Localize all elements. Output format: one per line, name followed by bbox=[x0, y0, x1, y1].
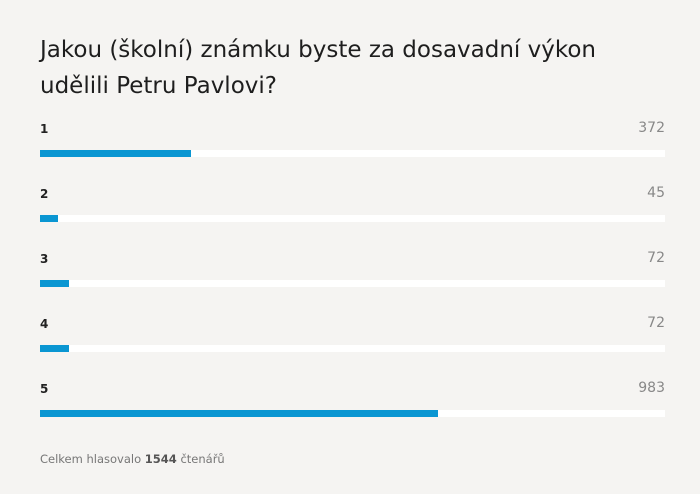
vote-count: 983 bbox=[638, 380, 665, 396]
vote-count: 72 bbox=[647, 315, 665, 331]
poll-rows: 1 372 2 45 3 72 4 72 5 983 bbox=[40, 120, 665, 445]
poll-row: 1 372 bbox=[40, 120, 665, 185]
poll-row: 4 72 bbox=[40, 315, 665, 380]
bar bbox=[40, 345, 70, 352]
poll-row: 5 983 bbox=[40, 380, 665, 445]
bar-track bbox=[40, 280, 665, 287]
option-label: 1 bbox=[40, 122, 49, 136]
bar bbox=[40, 150, 191, 157]
vote-count: 372 bbox=[638, 120, 665, 136]
poll-row: 2 45 bbox=[40, 185, 665, 250]
poll-footer: Celkem hlasovalo 1544 čtenářů bbox=[40, 452, 225, 466]
bar bbox=[40, 280, 70, 287]
footer-prefix: Celkem hlasovalo bbox=[40, 452, 142, 466]
option-label: 4 bbox=[40, 317, 49, 331]
bar-track bbox=[40, 345, 665, 352]
option-label: 5 bbox=[40, 382, 49, 396]
bar-track bbox=[40, 150, 665, 157]
poll-title: Jakou (školní) známku byste za dosavadní… bbox=[40, 37, 597, 99]
bar bbox=[40, 215, 59, 222]
option-label: 3 bbox=[40, 252, 49, 266]
bar-track bbox=[40, 215, 665, 222]
poll-row: 3 72 bbox=[40, 250, 665, 315]
vote-count: 72 bbox=[647, 250, 665, 266]
vote-count: 45 bbox=[647, 185, 665, 201]
bar-track bbox=[40, 410, 665, 417]
bar bbox=[40, 410, 438, 417]
footer-suffix: čtenářů bbox=[180, 452, 225, 466]
option-label: 2 bbox=[40, 187, 49, 201]
footer-total: 1544 bbox=[144, 452, 177, 466]
